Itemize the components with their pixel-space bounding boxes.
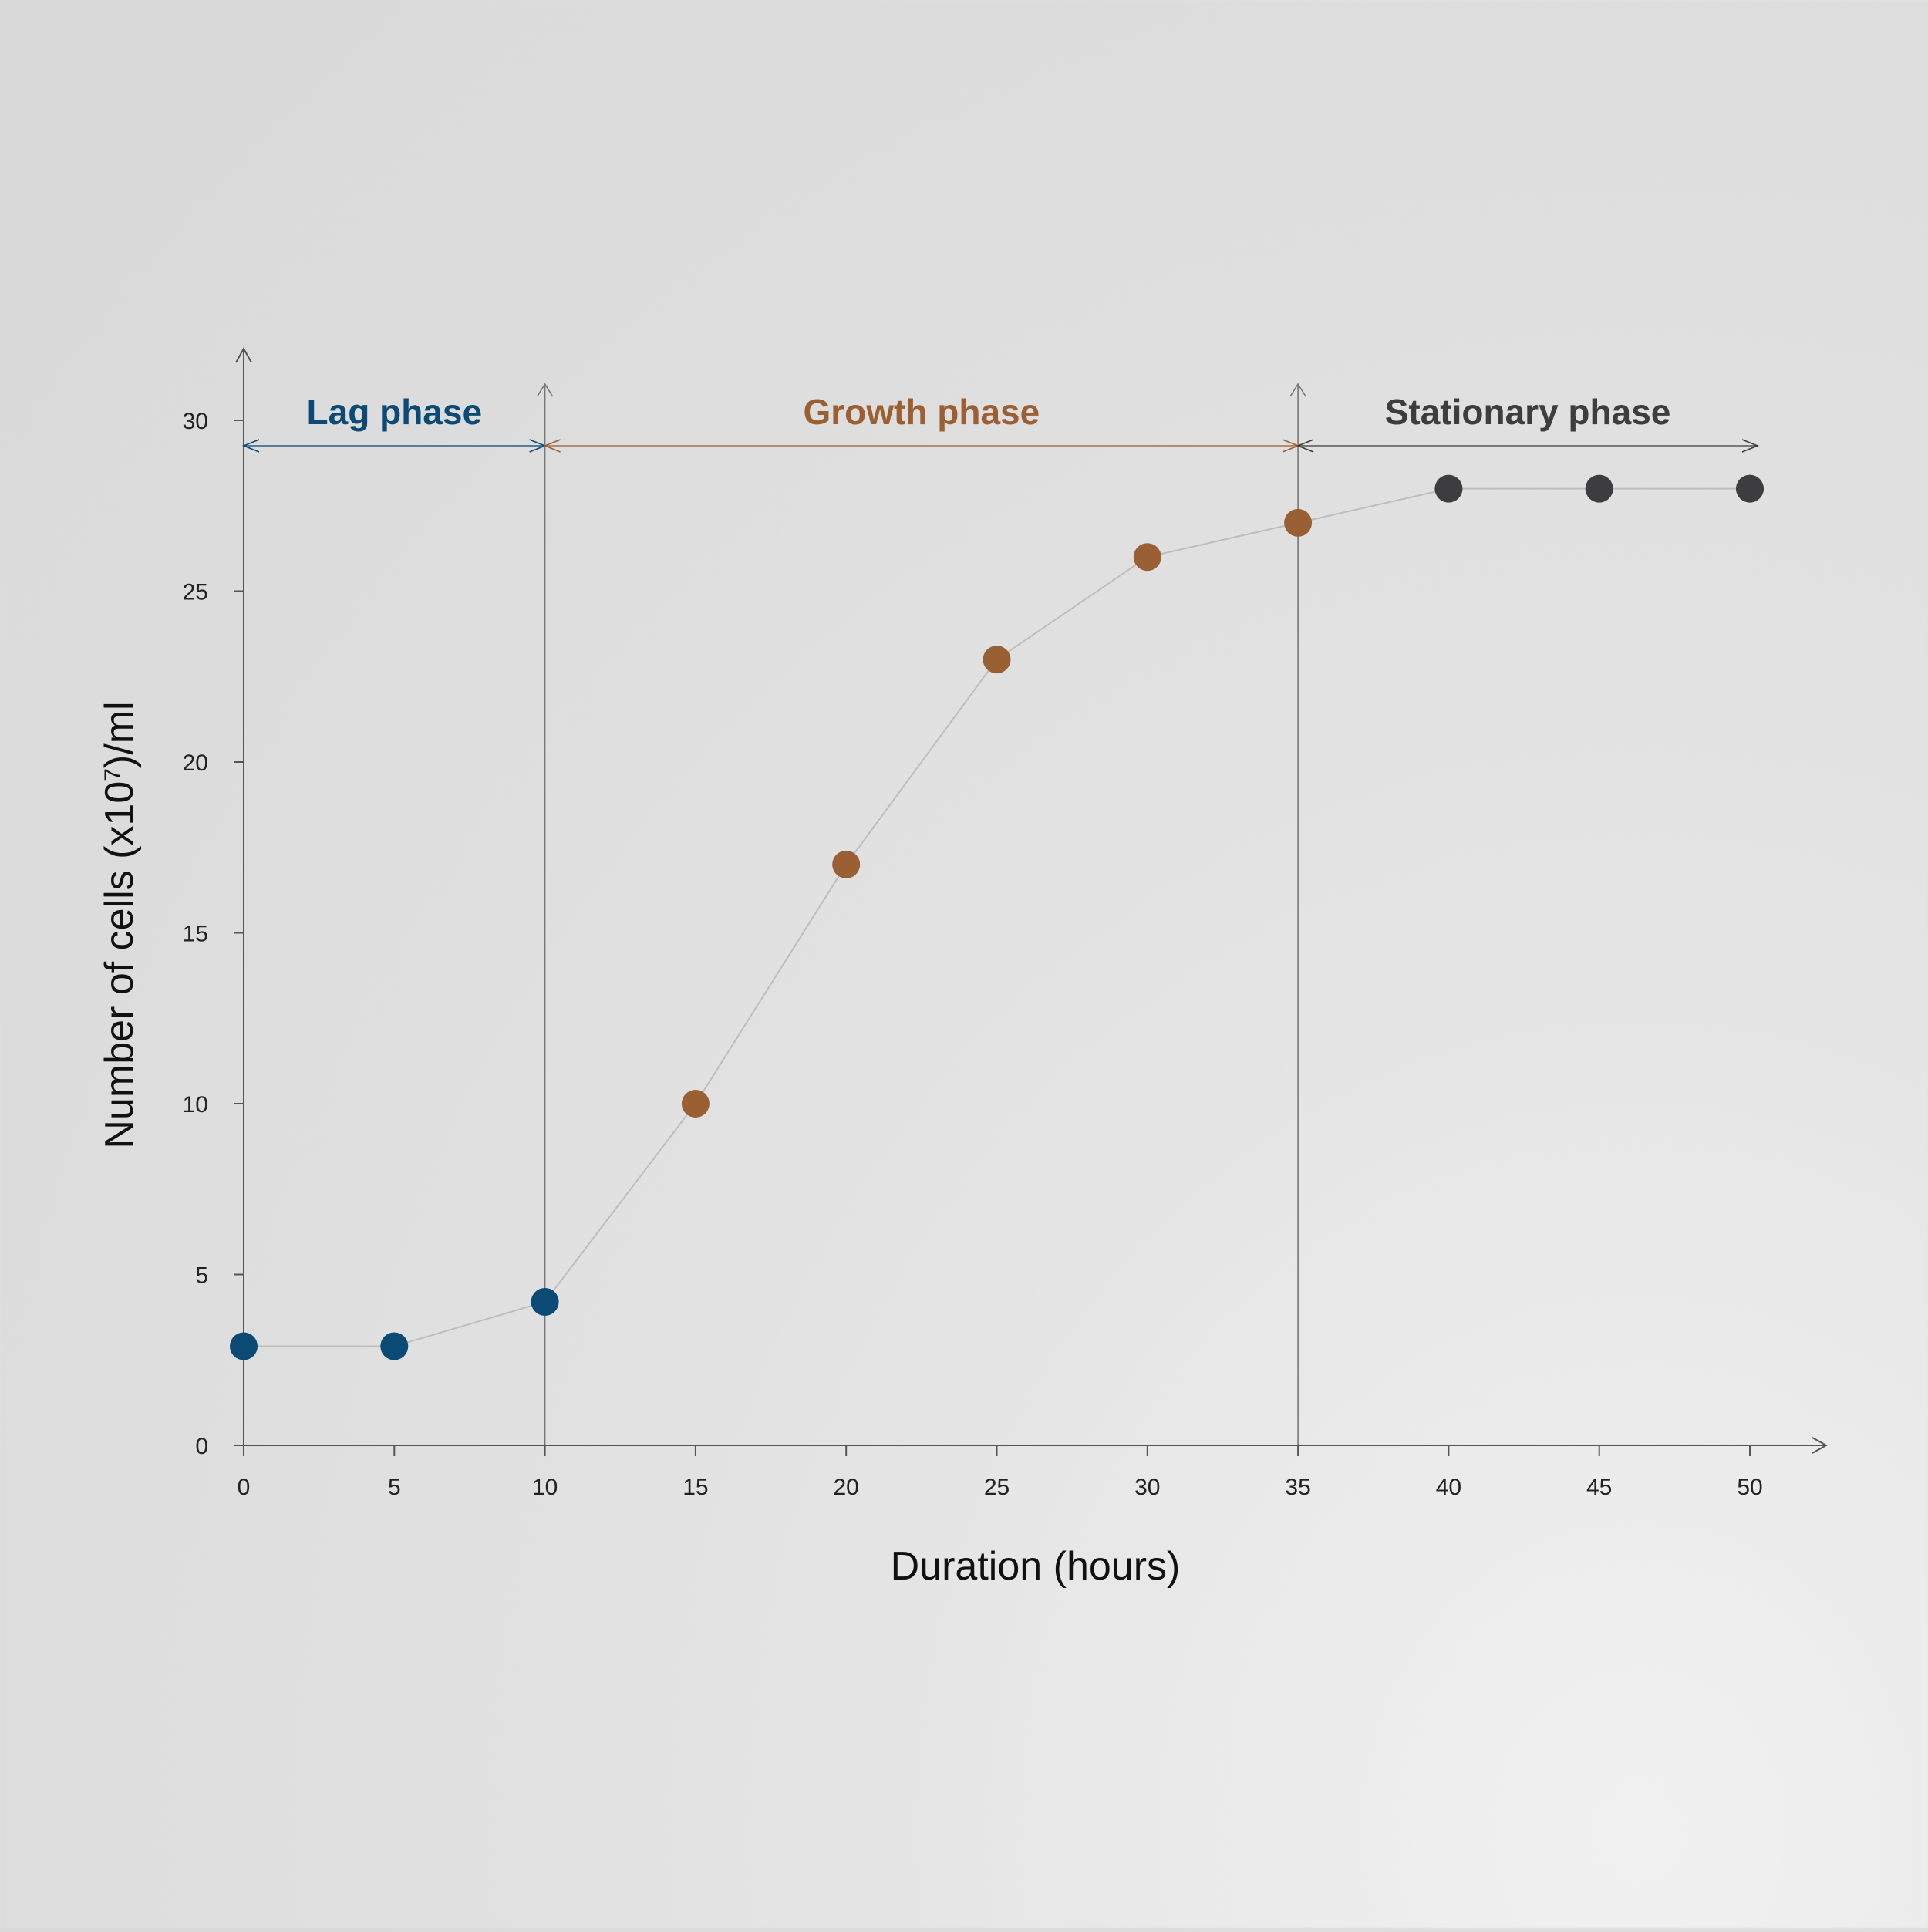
- data-point: [983, 646, 1011, 674]
- connector-line: [244, 487, 1750, 1347]
- phase-divider-arrowhead: [536, 383, 554, 397]
- x-tick-label: 50: [1737, 1475, 1762, 1500]
- data-point: [230, 1332, 258, 1360]
- y-tick-label: 20: [183, 750, 208, 776]
- data-point: [1434, 474, 1463, 503]
- phase-divider-arrowhead: [1289, 383, 1306, 397]
- y-tick-label: 5: [195, 1263, 208, 1289]
- x-tick-label: 25: [984, 1475, 1010, 1500]
- x-tick-label: 45: [1586, 1475, 1612, 1500]
- y-tick-label: 25: [183, 580, 208, 605]
- x-tick-label: 0: [238, 1475, 251, 1500]
- data-point: [380, 1332, 409, 1360]
- phase-label: Lag phase: [307, 392, 483, 432]
- points-layer: [230, 474, 1764, 1360]
- y-axis-title-suffix: )/ml: [97, 701, 142, 768]
- data-point: [1585, 474, 1613, 503]
- axes-layer: 0 5 10 15 20 25 30 35 40 45 50 0 5 10 15 20 25 30: [183, 346, 1829, 1500]
- x-tick-label: 30: [1134, 1475, 1160, 1500]
- connector-layer: [244, 487, 1750, 1347]
- data-point: [681, 1090, 710, 1118]
- x-tick-label: 40: [1436, 1475, 1461, 1500]
- x-tick-label: 15: [683, 1475, 708, 1500]
- x-axis-title: Duration (hours): [891, 1544, 1181, 1589]
- phase-range-arrow-left: [543, 439, 561, 453]
- phase-range-arrow-left: [241, 439, 260, 453]
- y-axis-title-superscript: 7: [100, 768, 126, 781]
- data-point: [1284, 508, 1313, 537]
- phase-range-arrow-left: [1296, 439, 1314, 453]
- phase-range-arrow-right: [1741, 439, 1760, 453]
- data-point: [832, 850, 861, 878]
- y-axis-title-prefix: Number of cells (x10: [97, 781, 142, 1149]
- phase-layer: Lag phase Growth phase Stationary phase: [241, 383, 1760, 1445]
- phase-label: Stationary phase: [1385, 392, 1671, 432]
- x-tick-label: 20: [834, 1475, 859, 1500]
- x-tick-label: 10: [532, 1475, 558, 1500]
- y-tick-label: 30: [183, 409, 208, 434]
- x-tick-label: 5: [388, 1475, 401, 1500]
- data-point: [1736, 474, 1764, 503]
- y-tick-label: 0: [195, 1434, 208, 1459]
- x-tick-label: 35: [1285, 1475, 1310, 1500]
- y-axis-title: Number of cells (x107)/ml: [97, 701, 142, 1148]
- y-axis-arrowhead: [235, 346, 252, 363]
- x-axis-arrowhead: [1812, 1437, 1829, 1454]
- y-tick-label: 10: [183, 1092, 208, 1118]
- data-point: [531, 1287, 559, 1316]
- data-point: [1133, 543, 1161, 572]
- y-tick-label: 15: [183, 922, 208, 947]
- phase-label: Growth phase: [803, 392, 1040, 432]
